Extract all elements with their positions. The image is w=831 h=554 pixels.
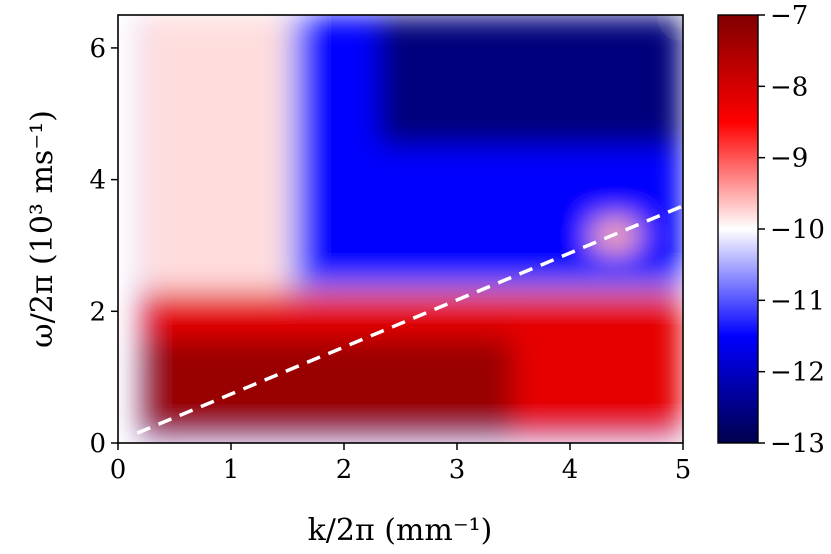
x-tick-label: 1 <box>223 455 240 485</box>
colorbar-tick-label: −10 <box>770 215 825 245</box>
y-axis-ticks: 0 2 4 6 <box>89 34 118 459</box>
heatmap-region-2 <box>140 337 514 437</box>
x-axis-label: k/2π (mm⁻¹) <box>308 513 493 548</box>
heatmap-region-0 <box>140 15 288 292</box>
colorbar-tick-label: −9 <box>770 144 808 174</box>
x-tick-label: 0 <box>110 455 127 485</box>
x-tick-label: 2 <box>336 455 353 485</box>
y-tick-label: 0 <box>89 429 106 459</box>
y-axis-label: ω/2π (10³ ms⁻¹) <box>25 110 60 348</box>
colorbar-tick-label: −7 <box>770 1 808 31</box>
y-tick-label: 4 <box>89 166 106 196</box>
y-tick-label: 6 <box>89 34 106 64</box>
dispersion-dashed-line <box>136 204 683 435</box>
x-tick-label: 4 <box>562 455 579 485</box>
plot-frame <box>117 14 684 444</box>
colorbar-tick-label: −12 <box>770 358 825 388</box>
colorbar-tick-label: −13 <box>770 429 825 459</box>
x-axis-ticks: 0 1 2 3 4 5 <box>110 443 692 485</box>
heatmap-region-4 <box>377 15 683 147</box>
heatmap-regions <box>137 15 683 443</box>
x-tick-label: 3 <box>449 455 466 485</box>
colorbar <box>717 14 759 444</box>
y-tick-label: 2 <box>89 297 106 327</box>
x-tick-label: 5 <box>675 455 692 485</box>
colorbar-tick-label: −11 <box>770 286 825 316</box>
heatmap-field <box>137 15 683 443</box>
colorbar-ticks: −13 −12 −11 −10 −9 −8 −7 <box>758 1 825 459</box>
colorbar-tick-label: −8 <box>770 72 808 102</box>
